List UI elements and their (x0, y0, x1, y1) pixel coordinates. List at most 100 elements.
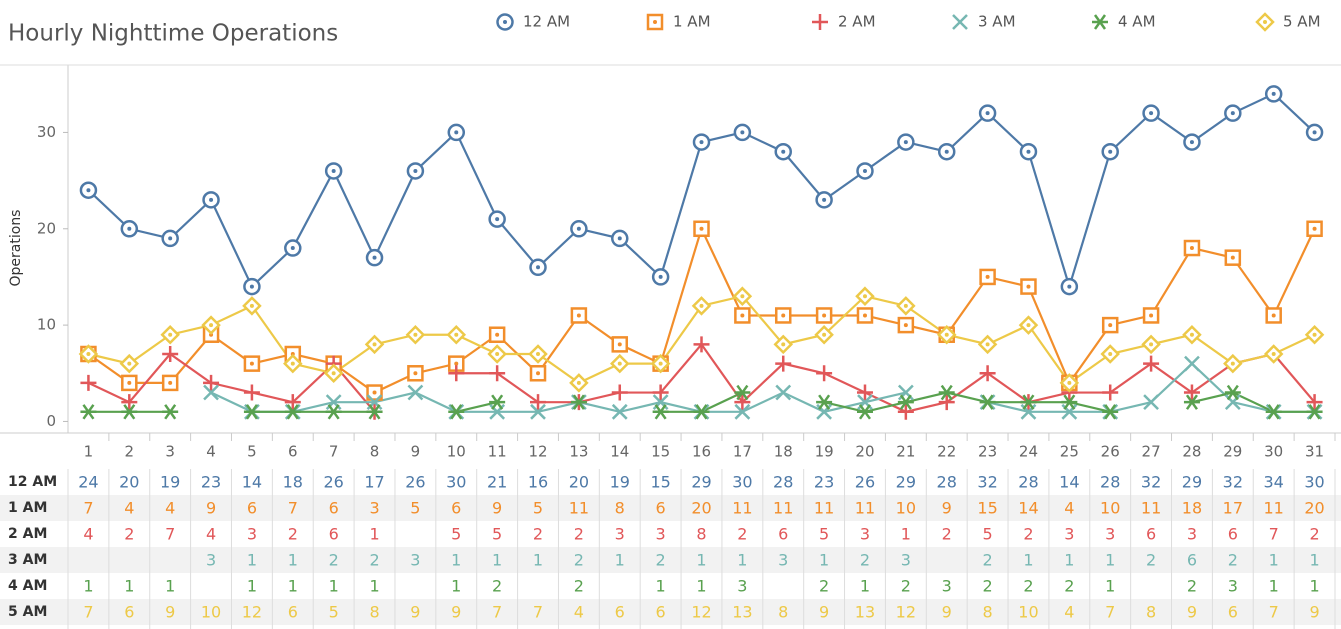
x-tick-label: 27 (1142, 443, 1161, 461)
marker-dot (576, 313, 581, 318)
table-cell: 12 (896, 603, 916, 622)
table-cell: 6 (288, 603, 298, 622)
marker (979, 268, 996, 286)
marker (243, 277, 261, 296)
marker-dot (985, 342, 990, 347)
marker-dot (1149, 111, 1154, 116)
marker-shape (530, 403, 546, 420)
table-cell: 1 (696, 577, 706, 596)
x-tick-label: 5 (247, 443, 257, 461)
y-tick-label: 0 (46, 412, 56, 430)
marker (1224, 384, 1241, 401)
table-cell: 4 (124, 499, 134, 518)
x-tick-label: 3 (165, 443, 175, 461)
table-cell: 1 (369, 525, 379, 544)
table-cell: 11 (773, 499, 793, 518)
marker-shape (121, 394, 138, 411)
marker-shape (203, 384, 219, 401)
marker (1265, 404, 1282, 420)
x-tick-label: 12 (528, 443, 547, 461)
marker-shape (611, 403, 628, 420)
marker (530, 394, 547, 411)
marker (161, 374, 179, 392)
table-cell: 3 (737, 577, 747, 596)
table-cell: 17 (1223, 499, 1243, 518)
table-cell: 30 (446, 473, 466, 492)
table-cell: 6 (124, 603, 134, 622)
table-cell: 9 (942, 603, 952, 622)
table-cell: 2 (1228, 551, 1238, 570)
table-cell: 5 (451, 525, 461, 544)
marker-shape (897, 403, 914, 420)
table-cell: 34 (1264, 473, 1284, 492)
table-cell: 3 (1228, 577, 1238, 596)
marker (1101, 316, 1119, 334)
marker-dot (1189, 246, 1194, 251)
marker (284, 404, 301, 420)
table-cell: 15 (650, 473, 670, 492)
marker-shape (816, 365, 833, 382)
marker-dot (1312, 332, 1317, 337)
marker-dot (1108, 323, 1113, 328)
table-cell: 7 (1269, 603, 1279, 622)
marker (496, 13, 514, 31)
marker (815, 307, 833, 324)
marker-dot (617, 342, 622, 347)
table-cell: 1 (696, 551, 706, 570)
marker-dot (617, 361, 622, 366)
x-tick-label: 13 (569, 443, 588, 461)
marker-dot (127, 361, 132, 366)
table-cell: 8 (778, 603, 788, 622)
marker (1060, 277, 1079, 296)
marker-shape (1020, 394, 1037, 410)
marker-dot (503, 20, 507, 24)
table-cell: 10 (1100, 499, 1120, 518)
x-tick-label: 30 (1264, 443, 1283, 461)
marker (938, 394, 955, 411)
marker (646, 13, 664, 31)
marker (856, 307, 874, 324)
table-cell: 28 (773, 473, 793, 492)
table-cell: 2 (574, 525, 584, 544)
table-cell: 3 (247, 525, 257, 544)
marker (446, 324, 467, 345)
marker (488, 326, 506, 343)
legend-item: 3 AM (952, 13, 1016, 31)
marker (530, 403, 546, 420)
marker (978, 104, 997, 122)
marker (323, 363, 344, 384)
marker-dot (495, 352, 500, 357)
table-cell: 1 (1309, 577, 1319, 596)
table-cell: 32 (977, 473, 997, 492)
table-cell: 1 (615, 551, 625, 570)
marker (937, 142, 956, 161)
marker (977, 334, 998, 355)
marker (120, 220, 139, 238)
marker (1223, 353, 1243, 374)
marker (1183, 239, 1201, 257)
table-cell: 7 (1105, 603, 1115, 622)
marker-shape (162, 346, 179, 363)
marker-shape (1143, 394, 1159, 411)
x-tick-label: 16 (692, 443, 711, 461)
table-cell: 1 (1105, 551, 1115, 570)
table-cell: 20 (569, 473, 589, 492)
table-cell: 32 (1141, 473, 1161, 492)
table-cell: 2 (574, 551, 584, 570)
table-cell: 5 (533, 499, 543, 518)
marker (1224, 249, 1242, 266)
marker (611, 403, 628, 420)
marker-dot (822, 313, 827, 318)
marker-dot (249, 303, 254, 308)
marker (487, 344, 507, 364)
x-tick-label: 10 (447, 443, 466, 461)
series-line (87, 342, 1316, 413)
marker (1092, 14, 1108, 30)
marker-dot (168, 236, 173, 241)
table-cell: 11 (1141, 499, 1161, 518)
row-label: 4 AM (8, 578, 47, 594)
table-cell: 28 (937, 473, 957, 492)
x-tick-label: 6 (288, 443, 298, 461)
marker-shape (734, 394, 751, 411)
marker (1306, 404, 1323, 420)
